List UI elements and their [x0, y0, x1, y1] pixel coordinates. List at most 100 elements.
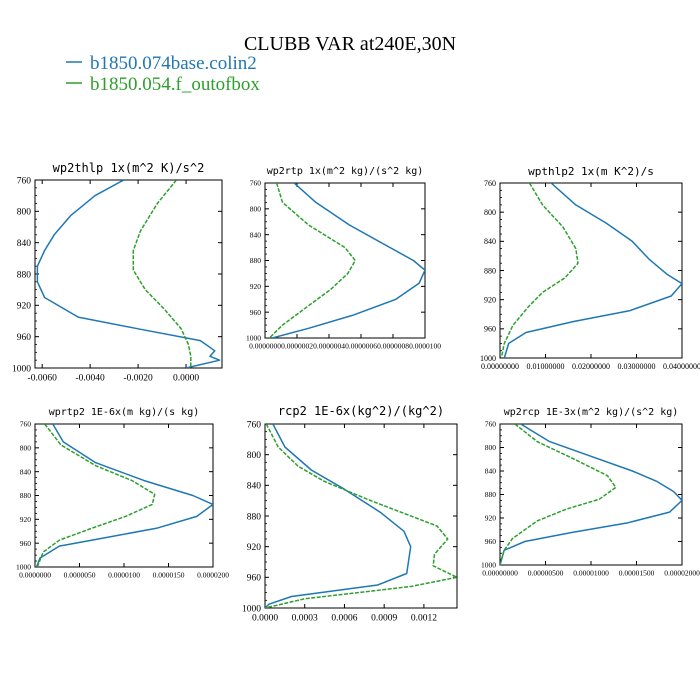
y-tick-label: 880 — [20, 491, 32, 500]
y-tick-label: 760 — [247, 420, 262, 430]
x-tick-label: 0.0000200 — [197, 571, 229, 580]
y-tick-label: 800 — [250, 204, 262, 213]
x-tick-label: 0.00000000 — [482, 569, 518, 578]
y-tick-label: 1000 — [16, 563, 31, 572]
y-tick-label: 960 — [250, 308, 262, 317]
panel-wprtp2: wprtp2 1E-6x(m kg)/(s kg) 760 800 840 880 920… — [16, 407, 229, 580]
x-tick-label: 0.0000006 — [345, 342, 377, 351]
panel-wp2rtp: wp2rtp 1x(m^2 kg)/(s^2 kg) 760 800 840 880 92… — [246, 166, 441, 351]
x-tick-label: 0.0006 — [331, 614, 357, 624]
y-tick-label: 960 — [20, 539, 32, 548]
y-tick-label: 840 — [17, 239, 32, 249]
x-tick-label: 0.00000000 — [481, 362, 519, 371]
series-line-base — [503, 183, 682, 358]
legend-label-1: b1850.074base.colin2 — [90, 53, 257, 74]
x-tick-label: -0.0020 — [123, 374, 153, 384]
figure-title: CLUBB VAR at240E,30N — [244, 33, 456, 55]
y-tick-label: 920 — [17, 302, 32, 312]
series-line-outofbox — [36, 424, 156, 567]
y-tick-label: 800 — [247, 451, 262, 461]
y-tick-label: 920 — [247, 543, 262, 553]
y-tick-label: 760 — [250, 179, 262, 188]
series-line-base — [272, 183, 425, 338]
panel-wp2thlp: wp2thlp 1x(m^2 K)/s^2 760 800 840 880 920 960 1… — [12, 161, 223, 384]
y-tick-label: 1000 — [246, 334, 261, 343]
y-tick-label: 1000 — [242, 604, 261, 614]
series-line-base — [265, 424, 412, 608]
x-tick-label: 0.0000100 — [409, 342, 441, 351]
y-tick-label: 920 — [20, 515, 32, 524]
legend-label-2: b1850.054.f_outofbox — [90, 74, 260, 95]
panel-title: wp2rtp 1x(m^2 kg)/(s^2 kg) — [267, 166, 424, 177]
y-tick-label: 920 — [485, 514, 497, 523]
panel-wpthlp2: wpthlp2 1x(m K^2)/s 760 800 840 880 920 960 100… — [480, 165, 700, 371]
y-tick-label: 840 — [20, 467, 32, 476]
x-tick-label: 0.0012 — [411, 614, 437, 624]
series-line-outofbox — [500, 183, 579, 358]
panel-title: wp2thlp 1x(m^2 K)/s^2 — [53, 161, 205, 175]
panel-title: wpthlp2 1x(m K^2)/s — [528, 165, 654, 178]
series-line-outofbox — [268, 183, 356, 338]
y-tick-label: 960 — [485, 537, 497, 546]
panel-title: wp2rcp 1E-3x(m^2 kg)/(s^2 kg) — [504, 407, 679, 418]
y-tick-label: 920 — [250, 282, 262, 291]
x-tick-label: 0.02000000 — [572, 362, 610, 371]
y-tick-label: 960 — [247, 574, 262, 584]
x-tick-label: 0.0000000 — [19, 571, 51, 580]
x-tick-label: 0.0000004 — [313, 342, 345, 351]
plot-frame — [499, 423, 683, 566]
y-tick-label: 880 — [485, 490, 497, 499]
x-tick-label: 0.00001500 — [619, 569, 655, 578]
x-tick-label: 0.01000000 — [527, 362, 565, 371]
x-tick-label: 0.00000500 — [528, 569, 564, 578]
y-tick-label: 1000 — [480, 354, 496, 363]
y-tick-label: 800 — [485, 443, 497, 452]
x-tick-label: 0.00001000 — [573, 569, 609, 578]
y-tick-label: 840 — [484, 237, 496, 246]
y-tick-label: 840 — [485, 467, 497, 476]
x-tick-label: 0.0000150 — [153, 571, 185, 580]
x-tick-label: 0.0000 — [173, 374, 199, 384]
x-tick-label: 0.0000000 — [249, 342, 281, 351]
y-tick-label: 760 — [17, 176, 32, 186]
y-tick-label: 760 — [485, 420, 497, 429]
series-line-outofbox — [265, 424, 457, 608]
panel-title: wprtp2 1E-6x(m kg)/(s kg) — [49, 407, 200, 418]
x-tick-label: 0.0003 — [292, 614, 318, 624]
series-line-outofbox — [132, 180, 192, 368]
x-tick-label: 0.0000050 — [64, 571, 96, 580]
plot-frame — [264, 182, 426, 339]
x-tick-label: 0.0009 — [371, 614, 397, 624]
y-tick-label: 840 — [247, 482, 262, 492]
x-tick-label: -0.0040 — [75, 374, 105, 384]
x-tick-label: 0.0000008 — [377, 342, 409, 351]
series-line-base — [500, 424, 682, 565]
x-tick-label: 0.00002000 — [664, 569, 700, 578]
y-tick-label: 880 — [484, 266, 496, 275]
x-tick-label: 0.0000100 — [108, 571, 140, 580]
series-line-base — [36, 180, 221, 368]
y-tick-label: 760 — [484, 179, 496, 188]
x-tick-label: 0.0000002 — [281, 342, 313, 351]
x-tick-label: 0.03000000 — [618, 362, 656, 371]
y-tick-label: 960 — [17, 333, 32, 343]
panel-rcp2: rcp2 1E-6x(kg^2)/(kg^2) 760 800 840 880 920 96… — [242, 404, 458, 624]
y-tick-label: 960 — [484, 325, 496, 334]
y-tick-label: 880 — [247, 512, 262, 522]
panel-wp2rcp: wp2rcp 1E-3x(m^2 kg)/(s^2 kg) 760 800 840 88… — [481, 407, 700, 578]
x-tick-label: 0.04000000 — [663, 362, 700, 371]
y-tick-label: 880 — [17, 270, 32, 280]
x-tick-label: 0.0000 — [252, 614, 278, 624]
y-tick-label: 800 — [17, 208, 32, 218]
y-tick-label: 1000 — [481, 561, 496, 570]
y-tick-label: 800 — [484, 208, 496, 217]
panel-title: rcp2 1E-6x(kg^2)/(kg^2) — [278, 404, 444, 418]
y-tick-label: 1000 — [12, 364, 31, 374]
series-line-base — [35, 424, 213, 567]
plot-frame — [264, 423, 458, 609]
y-tick-label: 840 — [250, 230, 262, 239]
x-tick-label: -0.0060 — [28, 374, 58, 384]
y-tick-label: 760 — [20, 420, 32, 429]
y-tick-label: 880 — [250, 256, 262, 265]
